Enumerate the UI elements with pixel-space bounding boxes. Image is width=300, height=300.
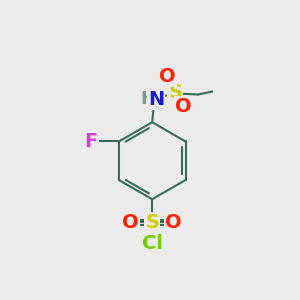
Text: Cl: Cl (142, 234, 163, 254)
Text: H: H (140, 90, 155, 108)
Text: O: O (175, 97, 191, 116)
Text: O: O (122, 213, 139, 232)
Text: S: S (168, 83, 182, 103)
Text: F: F (85, 132, 98, 151)
Text: S: S (145, 213, 159, 232)
Text: O: O (159, 67, 176, 85)
Text: O: O (166, 213, 182, 232)
Text: N: N (148, 90, 164, 109)
